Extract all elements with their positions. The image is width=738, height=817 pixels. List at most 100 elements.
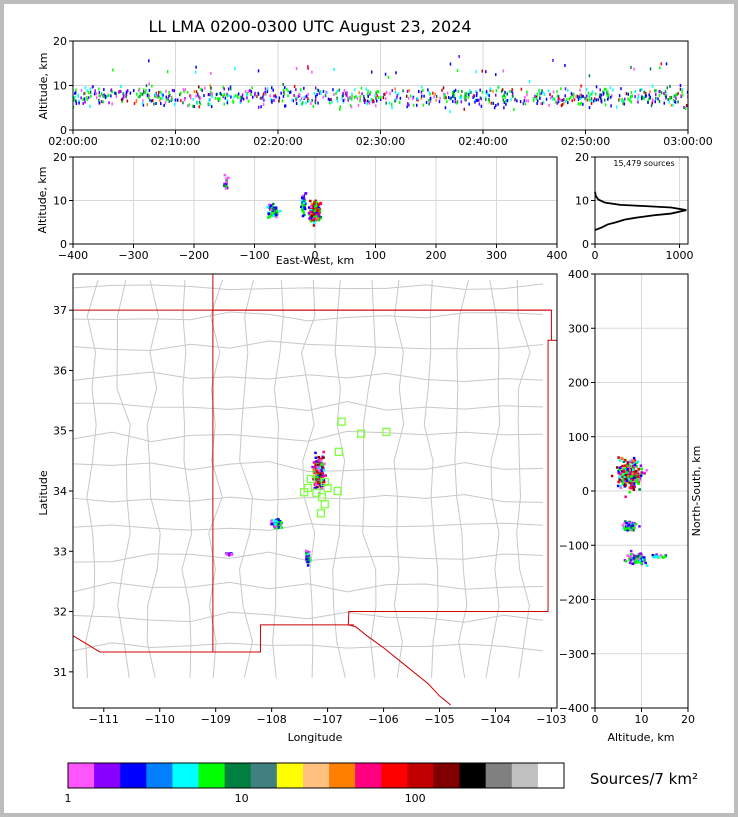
colorbar-swatch <box>485 763 513 788</box>
time-height-source <box>526 93 528 97</box>
ns-height-source <box>630 526 633 529</box>
time-height-source <box>618 98 620 102</box>
time-height-source <box>527 99 530 103</box>
time-height-source <box>504 96 507 100</box>
ew-height-source <box>313 219 317 222</box>
time-height-xtick-label: 02:50:00 <box>561 135 610 148</box>
ew-height-ytick-label: 20 <box>53 151 67 164</box>
ns-height-source <box>655 553 658 556</box>
ns-height-ytick-label: −300 <box>559 648 589 661</box>
time-height-source <box>556 98 559 102</box>
ew-height-xtick-label: −400 <box>58 249 88 262</box>
time-height-source <box>612 88 614 92</box>
time-height-source <box>536 101 538 105</box>
ns-height-source <box>621 473 624 477</box>
time-height-source <box>211 94 213 98</box>
time-height-source <box>262 92 265 96</box>
time-height-source <box>512 94 514 98</box>
time-height-source <box>157 93 160 97</box>
time-height-source <box>210 105 213 109</box>
ns-height-source <box>635 472 638 476</box>
time-height-source <box>119 90 122 94</box>
time-height-source <box>542 100 545 104</box>
time-height-source <box>165 98 168 102</box>
time-height-source <box>138 87 141 91</box>
county-line <box>72 340 544 352</box>
time-height-source <box>627 97 629 101</box>
time-height-source <box>639 88 641 92</box>
ns-height-ytick-label: −100 <box>559 539 589 552</box>
time-height-source <box>86 89 89 93</box>
ns-height-source <box>640 562 643 565</box>
ns-height-source <box>617 480 620 484</box>
plan-map-source <box>320 457 323 461</box>
time-height-source <box>168 93 171 97</box>
county-line <box>272 280 284 678</box>
time-height-source <box>271 86 273 90</box>
plan-map-xtick-label: −108 <box>257 713 287 726</box>
time-height-source <box>215 92 218 96</box>
plan-map-source <box>314 451 317 455</box>
time-height-source <box>333 67 335 71</box>
time-height-source <box>428 91 431 95</box>
time-height-source <box>532 96 535 100</box>
time-height-source <box>78 99 80 103</box>
plan-map-source <box>319 473 322 476</box>
time-height-source <box>229 87 232 91</box>
ns-height-source <box>627 462 631 466</box>
time-height-source <box>200 87 202 91</box>
time-height-source <box>110 94 112 98</box>
time-height-ytick-label: 0 <box>60 124 67 137</box>
time-height-source <box>446 91 449 95</box>
ew-height-source <box>268 215 271 219</box>
plan-map-source <box>307 560 310 563</box>
time-height-source <box>237 92 240 96</box>
time-height-source <box>643 96 645 100</box>
time-height-source <box>588 95 590 99</box>
time-height-source <box>395 71 397 75</box>
time-height-source <box>260 96 263 100</box>
time-height-source <box>620 87 622 91</box>
time-height-source <box>284 104 286 108</box>
time-height-source <box>189 94 192 98</box>
time-height-source <box>571 99 574 103</box>
time-height-source <box>343 98 346 102</box>
time-height-source <box>370 70 373 74</box>
time-height-source <box>488 98 490 102</box>
time-height-source <box>556 94 559 98</box>
ew-height-source <box>266 205 270 209</box>
time-height-source <box>226 101 229 105</box>
time-height-source <box>523 99 526 103</box>
ns-height-xtick-label: 10 <box>635 713 649 726</box>
time-height-source <box>397 92 400 96</box>
ns-height-source <box>635 559 638 562</box>
county-line <box>332 279 346 678</box>
time-height-source <box>299 98 301 102</box>
time-height-source <box>435 94 438 98</box>
time-height-source <box>241 93 244 97</box>
plan-map-source <box>314 483 318 487</box>
ns-height-source <box>633 472 637 476</box>
time-height-source <box>630 100 632 104</box>
ns-height-source <box>628 469 632 472</box>
ew-height-source <box>272 202 275 206</box>
time-height-source <box>165 89 167 93</box>
time-height-source <box>126 89 129 93</box>
plan-map-source <box>275 526 279 530</box>
time-height-source <box>534 94 536 98</box>
time-height-source <box>133 101 136 105</box>
ns-height-source <box>622 472 626 475</box>
ew-height-source <box>307 211 311 215</box>
plan-map-source <box>278 520 282 523</box>
time-height-source <box>577 102 580 106</box>
plan-map-source <box>317 462 321 465</box>
time-height-source <box>89 87 92 91</box>
height-hist-panel <box>594 156 688 245</box>
ew-height-source <box>303 199 307 202</box>
plan-map-xtick-label: −104 <box>480 713 510 726</box>
time-height-source <box>148 94 151 98</box>
ns-height-ytick-label: 100 <box>568 431 589 444</box>
ns-height-source <box>638 488 641 491</box>
plan-map-source <box>324 474 327 477</box>
colorbar-swatch <box>329 763 356 788</box>
